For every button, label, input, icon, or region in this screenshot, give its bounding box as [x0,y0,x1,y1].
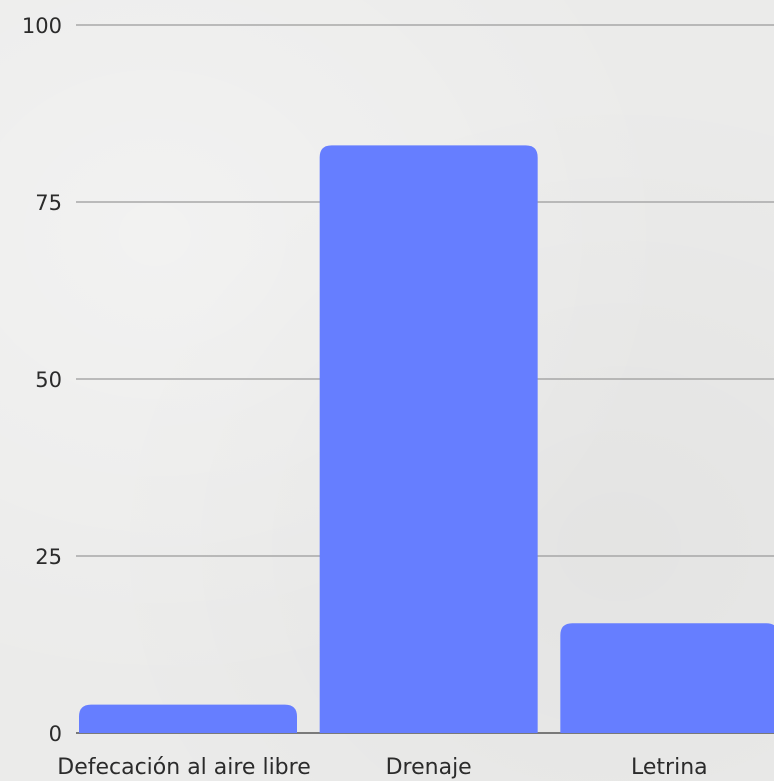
x-category-label-2: Drenaje [386,755,472,780]
x-axis: Defecación al aire libre Drenaje Letrina [57,755,707,780]
bars [79,145,774,734]
y-tick-label-75: 75 [35,191,62,215]
bar-3 [560,623,774,733]
y-axis: 0 25 50 75 100 [22,14,62,746]
y-tick-label-0: 0 [49,722,62,746]
bar-1 [79,704,297,733]
y-tick-label-100: 100 [22,14,62,38]
y-tick-label-50: 50 [35,368,62,392]
x-category-label-1: Defecación al aire libre [57,755,311,780]
bar-2 [319,145,538,734]
x-category-label-3: Letrina [631,755,708,780]
y-tick-label-25: 25 [35,545,62,569]
